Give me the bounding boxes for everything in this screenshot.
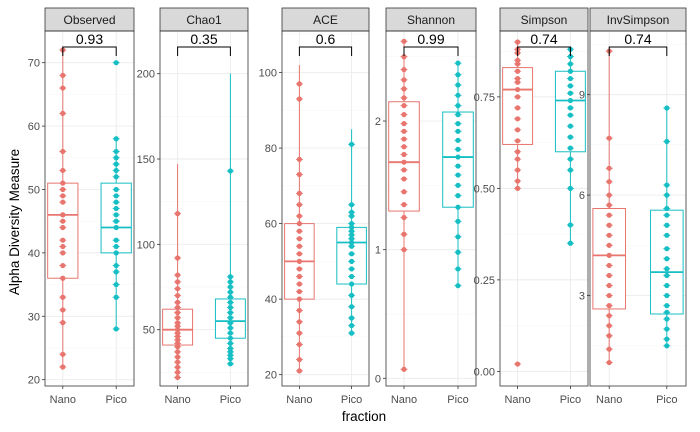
y-tick-label: 9 [579, 90, 585, 102]
x-tick-label: Pico [560, 394, 581, 406]
box-nano [284, 64, 315, 374]
y-tick-label: 100 [137, 239, 155, 251]
panel-simpson: Simpson 0.00 0.25 0.50 0.75 Nano Pico 0.74 [474, 7, 589, 406]
box-pico [442, 60, 474, 289]
y-tick-label: 20 [28, 375, 40, 387]
x-tick-label: Nano [504, 394, 530, 406]
y-tick-label: 0.75 [474, 92, 495, 104]
box-pico [214, 73, 246, 367]
y-tick-label: 20 [265, 370, 277, 382]
y-tick-label: 100 [259, 68, 277, 80]
x-tick-label: Nano [391, 394, 417, 406]
comparison-bracket [517, 46, 571, 56]
x-tick-label: Pico [105, 394, 126, 406]
p-value-label: 0.35 [190, 31, 217, 47]
comparison-bracket [403, 46, 459, 56]
x-tick-label: Nano [164, 394, 190, 406]
facet-strip-label: Chao1 [186, 13, 222, 27]
x-tick-label: Pico [447, 394, 468, 406]
facet-strip-label: Simpson [521, 13, 568, 27]
y-axis-title: Alpha Diversity Measure [7, 149, 22, 295]
y-tick-label: 40 [28, 248, 40, 260]
y-tick-label: 50 [143, 325, 155, 337]
x-tick-label: Nano [50, 394, 76, 406]
y-tick-label: 60 [28, 121, 40, 133]
box-pico [649, 105, 684, 349]
y-tick-label: 60 [265, 219, 277, 231]
panel-border [281, 30, 370, 387]
panel-border [159, 30, 249, 387]
box-pico [100, 60, 132, 332]
y-tick-label: 30 [28, 311, 40, 323]
x-axis-title: fraction [342, 409, 386, 424]
y-tick-label: 6 [579, 190, 585, 202]
y-tick-label: 2 [375, 116, 381, 128]
panel-border [44, 30, 135, 387]
p-value-label: 0.93 [76, 31, 103, 47]
y-tick-label: 150 [137, 154, 155, 166]
panel-chao1: Chao1 50 100 150 200 Nano Pico 0.35 [137, 7, 249, 406]
facet-strip-label: Shannon [407, 13, 455, 27]
y-tick-label: 50 [28, 184, 40, 196]
box-nano [502, 39, 534, 367]
y-tick-label: 70 [28, 58, 40, 70]
x-tick-label: Pico [341, 394, 362, 406]
comparison-bracket [298, 46, 353, 56]
comparison-bracket [177, 46, 231, 56]
y-tick-label: 0.25 [474, 275, 495, 287]
x-tick-label: Nano [596, 394, 622, 406]
facet-strip-label: ACE [313, 13, 338, 27]
y-tick-label: 3 [579, 291, 585, 303]
y-tick-label: 1 [375, 245, 381, 257]
box-pico [554, 46, 586, 246]
panel-background [282, 31, 369, 386]
panel-border [499, 30, 589, 387]
comparison-bracket [62, 46, 117, 56]
comparison-bracket [608, 46, 668, 56]
panel-ace: ACE 20 40 60 80 100 Nano Pico 0.6 [259, 7, 370, 406]
p-value-label: 0.74 [624, 31, 651, 47]
facet-strip-label: Observed [63, 13, 115, 27]
p-value-label: 0.6 [316, 31, 336, 47]
x-tick-label: Pico [656, 394, 677, 406]
panel-border [589, 30, 687, 387]
y-tick-label: 0.00 [474, 366, 495, 378]
p-value-label: 0.74 [530, 31, 557, 47]
x-tick-label: Nano [286, 394, 312, 406]
y-tick-label: 80 [265, 143, 277, 155]
box-nano [47, 47, 79, 370]
y-tick-label: 40 [265, 294, 277, 306]
y-tick-label: 0 [375, 373, 381, 385]
panel-invsimpson: InvSimpson 3 6 9 Nano Pico 0.74 [579, 7, 687, 406]
box-pico [336, 129, 367, 336]
x-tick-label: Pico [220, 394, 241, 406]
y-tick-label: 0.50 [474, 183, 495, 195]
panel-shannon: Shannon 0 1 2 Nano Pico 0.99 [375, 7, 477, 406]
panel-observed: Observed 20 30 40 50 60 70 Nano Pico 0.93 [28, 7, 135, 406]
box-iqr [47, 182, 79, 279]
box-nano [592, 48, 627, 366]
p-value-label: 0.99 [417, 31, 444, 47]
box-nano [162, 164, 194, 381]
y-tick-label: 200 [137, 69, 155, 81]
box-nano [388, 38, 420, 372]
panel-border [385, 30, 477, 387]
facet-strip-label: InvSimpson [607, 13, 670, 27]
